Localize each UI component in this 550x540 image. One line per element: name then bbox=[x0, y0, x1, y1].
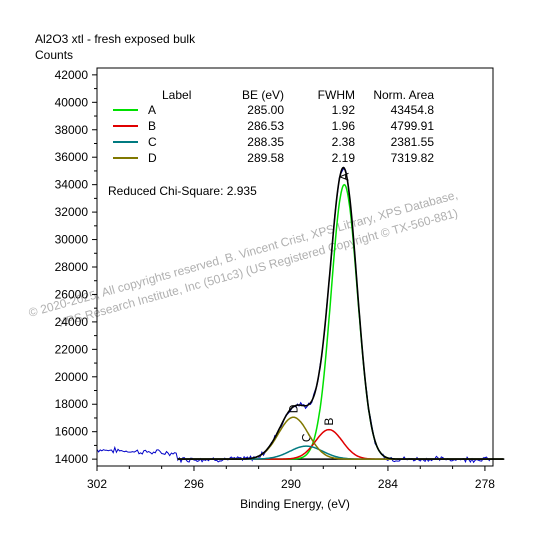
watermark-line-1: © 2020-2025, All copyrights reserved, B.… bbox=[27, 188, 459, 320]
y-tick-label: 30000 bbox=[55, 233, 89, 247]
watermark-line-2: XPS Research Institute, Inc (501c3) (US … bbox=[57, 206, 459, 330]
legend-header-be: BE (eV) bbox=[242, 88, 284, 102]
legend-header-label: Label bbox=[162, 88, 191, 102]
legend-be-a: 285.00 bbox=[247, 103, 284, 117]
y-tick-label: 22000 bbox=[55, 342, 89, 356]
x-tick-label: 296 bbox=[184, 477, 204, 491]
chi-square-annotation: Reduced Chi-Square: 2.935 bbox=[108, 184, 257, 198]
y-tick-label: 32000 bbox=[55, 205, 89, 219]
legend-area-c: 2381.55 bbox=[391, 135, 435, 149]
x-tick-label: 302 bbox=[87, 477, 107, 491]
legend-be-b: 286.53 bbox=[247, 119, 284, 133]
series-layer: A B C D bbox=[96, 166, 505, 464]
x-tick-label: 278 bbox=[475, 477, 495, 491]
legend-label-a: A bbox=[148, 103, 156, 117]
peak-label-c: C bbox=[299, 433, 313, 442]
legend-be-d: 289.58 bbox=[247, 151, 284, 165]
y-tick-label: 26000 bbox=[55, 287, 89, 301]
y-tick-label: 38000 bbox=[55, 123, 89, 137]
peak-label-b: B bbox=[322, 418, 336, 426]
y-tick-label: 42000 bbox=[55, 68, 89, 82]
peak-label-a: A bbox=[337, 173, 351, 181]
y-tick-label: 28000 bbox=[55, 260, 89, 274]
y-tick-label: 16000 bbox=[55, 425, 89, 439]
legend-fwhm-b: 1.96 bbox=[332, 119, 356, 133]
legend-be-c: 288.35 bbox=[247, 135, 284, 149]
component-b bbox=[177, 428, 504, 460]
legend-fwhm-c: 2.38 bbox=[332, 135, 356, 149]
y-tick-label: 14000 bbox=[55, 452, 89, 466]
y-tick-label: 34000 bbox=[55, 178, 89, 192]
y-tick-label: 40000 bbox=[55, 95, 89, 109]
chart-title: Al2O3 xtl - fresh exposed bulk bbox=[35, 32, 196, 46]
copyright-watermark: © 2020-2025, All copyrights reserved, B.… bbox=[27, 188, 459, 330]
legend-area-b: 4799.91 bbox=[391, 119, 435, 133]
fit-envelope bbox=[177, 166, 504, 460]
peak-label-d: D bbox=[286, 404, 300, 413]
y-tick-label: 24000 bbox=[55, 315, 89, 329]
y-tick-label: 20000 bbox=[55, 370, 89, 384]
legend-header-fwhm: FWHM bbox=[318, 88, 355, 102]
legend-area-a: 43454.8 bbox=[391, 103, 435, 117]
legend-header-area: Norm. Area bbox=[373, 88, 434, 102]
x-tick-label: 290 bbox=[281, 477, 301, 491]
x-tick-label: 284 bbox=[378, 477, 398, 491]
legend-label-c: C bbox=[148, 135, 157, 149]
legend-area-d: 7319.82 bbox=[391, 151, 435, 165]
y-tick-label: 36000 bbox=[55, 150, 89, 164]
legend-label-b: B bbox=[148, 119, 156, 133]
y-axis-label: Counts bbox=[35, 48, 73, 62]
legend: Label BE (eV) FWHM Norm. Area A 285.00 1.9… bbox=[113, 88, 434, 165]
component-c bbox=[177, 445, 504, 460]
legend-fwhm-d: 2.19 bbox=[332, 151, 356, 165]
legend-fwhm-a: 1.92 bbox=[332, 103, 356, 117]
x-axis-label: Binding Energy, (eV) bbox=[240, 497, 350, 511]
y-tick-label: 18000 bbox=[55, 397, 89, 411]
legend-label-d: D bbox=[148, 151, 157, 165]
axes-layer: 14000 16000 18000 20000 22000 24000 26000 28000… bbox=[55, 67, 495, 491]
